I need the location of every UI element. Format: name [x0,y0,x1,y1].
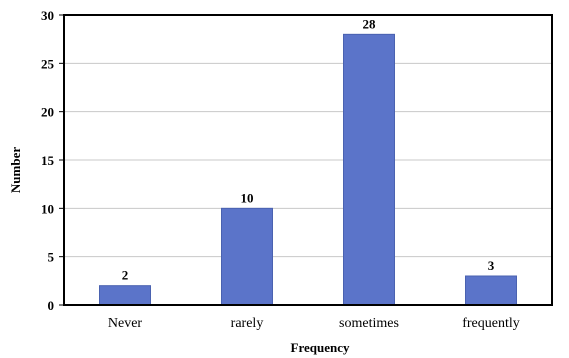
y-tick-label: 20 [41,105,54,120]
data-labels: 2 10 28 3 [122,16,495,282]
x-category-label: Never [108,316,143,331]
data-label: 28 [363,16,377,31]
y-tick-label: 25 [41,56,55,71]
x-axis-categories: Never rarely sometimes frequently [108,316,520,331]
x-category-label: sometimes [339,316,399,331]
x-category-label: frequently [462,316,520,331]
data-label: 2 [122,268,129,283]
bar [465,275,517,306]
y-tick-label: 10 [41,201,54,216]
y-axis-ticks: 0 5 10 15 20 25 30 [41,8,64,313]
x-axis-title: Frequency [291,340,350,355]
y-tick-label: 0 [48,298,55,313]
bar [221,207,273,306]
y-axis-title: Number [8,147,23,193]
y-tick-label: 15 [41,153,55,168]
y-tick-label: 5 [48,250,55,265]
bars [99,33,517,306]
data-label: 3 [488,258,495,273]
data-label: 10 [241,190,254,205]
grid-lines [64,62,552,258]
y-tick-label: 30 [41,8,54,23]
x-category-label: rarely [231,316,264,331]
bar [99,285,151,306]
bar [343,33,395,306]
